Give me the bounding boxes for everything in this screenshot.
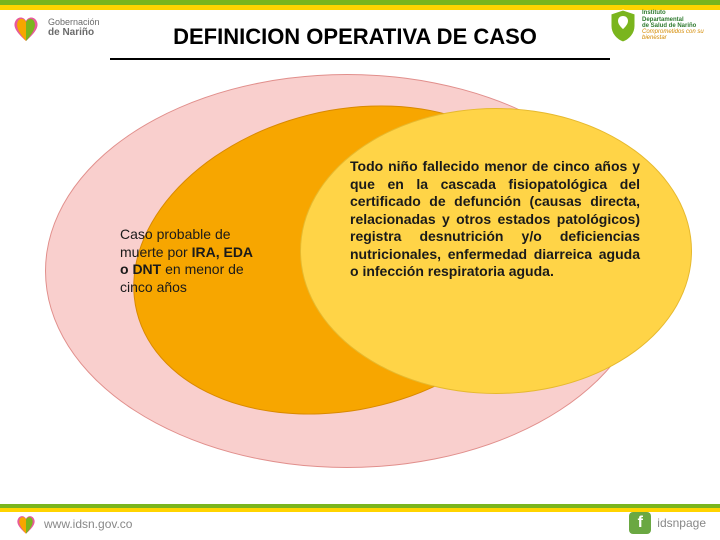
footer-page: idsnpage: [657, 516, 706, 530]
title-underline: [110, 58, 610, 60]
shield-icon: [608, 8, 638, 44]
slide: Gobernación de Nariño Instituto Departam…: [0, 0, 720, 540]
logo-gobernacion: Gobernación de Nariño: [10, 12, 100, 44]
footer-url: www.idsn.gov.co: [44, 517, 132, 531]
footer: www.idsn.gov.co f idsnpage: [0, 504, 720, 540]
logo-idsn: Instituto Departamental de Salud de Nari…: [608, 8, 712, 44]
caso-probable-text: Caso probable demuerte por IRA, EDAo DNT…: [120, 226, 280, 296]
footer-right: f idsnpage: [629, 512, 706, 534]
logo-left-l1: Gobernación: [48, 18, 100, 28]
footer-left: www.idsn.gov.co: [14, 512, 132, 536]
logo-left-l2: de Nariño: [48, 27, 100, 38]
heart-icon: [14, 512, 38, 536]
logo-left-text: Gobernación de Nariño: [48, 18, 100, 39]
facebook-icon: f: [629, 512, 651, 534]
logo-right-l4: Comprometidos con su bienestar: [642, 29, 712, 42]
logo-right-text: Instituto Departamental de Salud de Nari…: [642, 10, 712, 41]
heart-icon: [10, 12, 42, 44]
definicion-text: Todo niño fallecido menor de cinco años …: [350, 158, 640, 281]
page-title: DEFINICION OPERATIVA DE CASO: [110, 24, 600, 50]
